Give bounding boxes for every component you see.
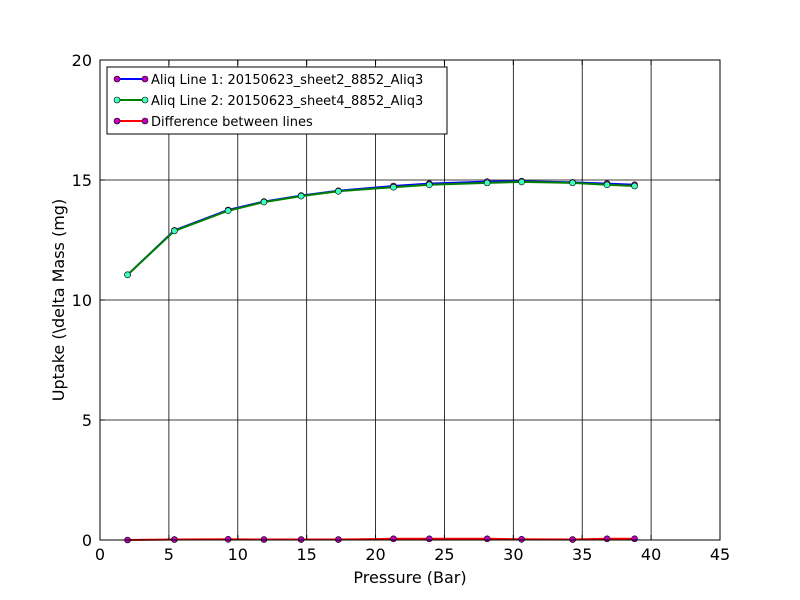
x-tick-label: 40 — [641, 545, 661, 564]
data-point — [518, 178, 525, 186]
data-point — [631, 182, 638, 190]
data-point — [224, 535, 232, 543]
legend-swatch-marker — [141, 75, 149, 83]
x-tick-label: 25 — [434, 545, 454, 564]
x-tick-label: 30 — [503, 545, 523, 564]
y-tick-label: 0 — [82, 531, 92, 550]
y-tick-label: 20 — [72, 51, 92, 70]
legend-entry: Aliq Line 2: 20150623_sheet4_8852_Aliq3 — [113, 94, 423, 109]
legend-entry: Aliq Line 1: 20150623_sheet2_8852_Aliq3 — [113, 73, 423, 88]
x-axis-label: Pressure (Bar) — [353, 568, 466, 587]
legend-label: Aliq Line 2: 20150623_sheet4_8852_Aliq3 — [151, 94, 423, 109]
data-point — [483, 179, 491, 187]
data-point — [297, 192, 305, 200]
ticks: 0 5 10 15 20 25 30 35 40 45 0 5 10 15 20 — [72, 51, 731, 564]
data-point — [603, 535, 611, 543]
data-point — [390, 535, 397, 543]
legend-swatch-marker — [141, 117, 149, 125]
data-point — [171, 227, 178, 235]
x-tick-label: 0 — [95, 545, 105, 564]
data-point — [483, 535, 491, 543]
legend-swatch-marker — [113, 75, 121, 83]
legend: Aliq Line 1: 20150623_sheet2_8852_Aliq3 A… — [106, 66, 448, 135]
series-2 — [124, 178, 638, 279]
data-point — [224, 207, 232, 215]
y-tick-label: 5 — [82, 411, 92, 430]
data-point — [335, 187, 342, 195]
legend-label: Aliq Line 1: 20150623_sheet2_8852_Aliq3 — [151, 73, 423, 88]
legend-swatch-marker — [141, 96, 149, 104]
grid — [100, 60, 720, 540]
x-tick-label: 35 — [572, 545, 592, 564]
x-tick-label: 10 — [228, 545, 248, 564]
y-tick-label: 10 — [72, 291, 92, 310]
x-tick-label: 5 — [164, 545, 174, 564]
data-point — [603, 181, 611, 189]
legend-swatch-marker — [113, 96, 121, 104]
data-point — [124, 271, 131, 279]
data-point — [425, 181, 433, 189]
x-tick-label: 45 — [710, 545, 730, 564]
y-tick-label: 15 — [72, 171, 92, 190]
data-point — [260, 198, 268, 206]
data-point — [425, 535, 433, 543]
data-point — [631, 535, 638, 543]
legend-entry: Difference between lines — [113, 115, 313, 130]
data-point — [569, 179, 576, 187]
data-point — [390, 183, 397, 191]
legend-swatch-marker — [113, 117, 121, 125]
data-point — [518, 535, 525, 543]
x-tick-label: 15 — [296, 545, 316, 564]
x-tick-label: 20 — [365, 545, 385, 564]
y-axis-label: Uptake (\delta Mass (mg) — [49, 199, 68, 401]
legend-box — [106, 66, 448, 135]
legend-label: Difference between lines — [151, 115, 313, 130]
